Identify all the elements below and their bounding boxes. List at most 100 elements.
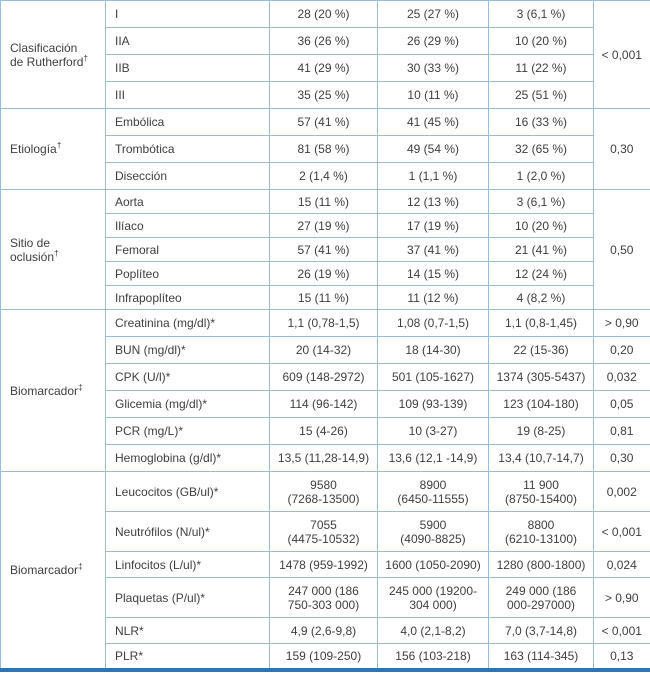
row-label-cell: IIA: [105, 27, 270, 55]
group-label-text: Etiología: [10, 142, 57, 156]
value-cell: 1,08 (0,7-1,5): [377, 309, 489, 337]
table-row: III 35 (25 %) 10 (11 %) 25 (51 %): [1, 81, 650, 109]
row-label-cell: Disección: [105, 162, 270, 190]
footnote-marker: ‡: [78, 560, 83, 571]
value-cell: 57 (41 %): [269, 108, 378, 136]
table-row: Sitio de oclusión† Aorta 15 (11 %) 12 (13 %…: [0, 189, 650, 310]
group-label-text: Biomarcador: [10, 562, 79, 577]
table-row: Biomarcador‡ Creatinina (mg/dl)* 1,1 (0,78…: [0, 309, 650, 472]
value-cell: 41 (45 %): [377, 108, 489, 136]
value-cell: 156 (103-218): [377, 643, 489, 670]
table-row: Etiología† Embólica 57 (41 %) 41 (45 %) 16 (…: [0, 108, 650, 190]
table-row: Linfocitos (L/ul)* 1478 (959-1992) 1600 (1…: [1, 551, 650, 578]
value-cell: 8900 (6450-11555): [377, 471, 489, 512]
table-row: Trombótica 81 (58 %) 49 (54 %) 32 (65 %): [1, 135, 650, 163]
value-cell: 114 (96-142): [269, 390, 378, 418]
value-cell: 123 (104-180): [488, 390, 594, 418]
table-row: PCR (mg/L)* 15 (4-26) 10 (3-27) 19 (8-25) 0,…: [1, 417, 650, 445]
footnote-marker: ‡: [78, 381, 83, 392]
value-cell: 57 (41 %): [269, 237, 378, 262]
value-cell: 9580 (7268-13500): [269, 471, 378, 512]
row-label-cell: Linfocitos (L/ul)*: [105, 551, 270, 578]
row-label-cell: I: [105, 0, 270, 28]
row-label-cell: Ilíaco: [105, 213, 270, 238]
table-row: CPK (U/l)* 609 (148-2972) 501 (105-1627) 13…: [1, 363, 650, 391]
value-cell: 2 (1,4 %): [269, 162, 378, 190]
table-row: IIA 36 (26 %) 26 (29 %) 10 (20 %): [1, 27, 650, 55]
value-cell: 4,9 (2,6-9,8): [269, 617, 378, 644]
value-cell: 15 (11 %): [269, 285, 378, 310]
value-cell: 41 (29 %): [269, 54, 378, 82]
row-label-cell: Infrapoplíteo: [105, 285, 270, 310]
value-cell: 163 (114-345): [488, 643, 594, 670]
value-cell: 21 (41 %): [488, 237, 594, 262]
row-label-cell: NLR*: [105, 617, 270, 644]
p-value-cell: 0,30: [593, 444, 650, 472]
value-cell: 13,4 (10,7-14,7): [488, 444, 594, 472]
value-cell: 26 (29 %): [377, 27, 489, 55]
value-cell: 17 (19 %): [377, 213, 489, 238]
value-cell: 159 (109-250): [269, 643, 378, 670]
group-label-text: Biomarcador: [10, 383, 79, 398]
value-cell: 1 (2,0 %): [488, 162, 594, 190]
row-label-cell: III: [105, 81, 270, 109]
p-value-cell: 0,13: [593, 643, 650, 670]
value-cell: 247 000 (186 750-303 000): [269, 577, 378, 618]
value-cell: 1478 (959-1992): [269, 551, 378, 578]
row-label-cell: Glicemia (mg/dl)*: [105, 390, 270, 418]
value-cell: 1600 (1050-2090): [377, 551, 489, 578]
value-cell: 12 (13 %): [377, 189, 489, 214]
table-row: Biomarcador‡ Leucocitos (GB/ul)* 9580 (726…: [0, 471, 650, 670]
p-value-cell: < 0,001: [593, 617, 650, 644]
value-cell: 11 (12 %): [377, 285, 489, 310]
p-value-cell: 0,05: [593, 390, 650, 418]
value-cell: 10 (3-27): [377, 417, 489, 445]
value-cell: 1,1 (0,8-1,45): [488, 309, 594, 337]
table-row: Clasificación de Rutherford† I 28 (20 %) 25…: [0, 0, 650, 109]
value-cell: 109 (93-139): [377, 390, 489, 418]
value-cell: 36 (26 %): [269, 27, 378, 55]
p-value-cell: < 0,001: [593, 511, 650, 552]
p-value-cell: 0,81: [593, 417, 650, 445]
value-cell: 5900 (4090-8825): [377, 511, 489, 552]
row-label-cell: Embólica: [105, 108, 270, 136]
value-cell: 32 (65 %): [488, 135, 594, 163]
footnote-marker: †: [83, 52, 89, 63]
p-value-cell: 0,50: [593, 189, 650, 310]
table-row: Infrapoplíteo 15 (11 %) 11 (12 %) 4 (8,2 %): [1, 285, 650, 310]
value-cell: 245 000 (19200- 304 000): [377, 577, 489, 618]
row-label-cell: Femoral: [105, 237, 270, 262]
row-label-cell: Plaquetas (P/ul)*: [105, 577, 270, 618]
group-label-cell: Biomarcador‡: [0, 471, 106, 670]
value-cell: 81 (58 %): [269, 135, 378, 163]
table-row: BUN (mg/dl)* 20 (14-32) 18 (14-30) 22 (15-3…: [1, 336, 650, 364]
group-label-cell: Clasificación de Rutherford†: [0, 0, 106, 109]
table-row: NLR* 4,9 (2,6-9,8) 4,0 (2,1-8,2) 7,0 (3,7-1…: [1, 617, 650, 644]
row-label-cell: Creatinina (mg/dl)*: [105, 309, 270, 337]
p-value-cell: 0,002: [593, 471, 650, 512]
row-label-cell: CPK (U/l)*: [105, 363, 270, 391]
table-row: Ilíaco 27 (19 %) 17 (19 %) 10 (20 %): [1, 213, 650, 238]
value-cell: 19 (8-25): [488, 417, 594, 445]
p-value-cell: < 0,001: [593, 0, 650, 109]
table-row: Glicemia (mg/dl)* 114 (96-142) 109 (93-139…: [1, 390, 650, 418]
group-label-text: Clasificación de Rutherford: [10, 40, 84, 69]
p-value-cell: 0,024: [593, 551, 650, 578]
value-cell: 18 (14-30): [377, 336, 489, 364]
row-label-cell: Trombótica: [105, 135, 270, 163]
value-cell: 26 (19 %): [269, 261, 378, 286]
row-label-cell: Hemoglobina (g/dl)*: [105, 444, 270, 472]
row-label-cell: BUN (mg/dl)*: [105, 336, 270, 364]
value-cell: 25 (27 %): [377, 0, 489, 28]
group-label-text: Sitio de oclusión: [10, 235, 55, 264]
value-cell: 3 (6,1 %): [488, 189, 594, 214]
value-cell: 3 (6,1 %): [488, 0, 594, 28]
table-row: Disección 2 (1,4 %) 1 (1,1 %) 1 (2,0 %): [1, 162, 650, 190]
p-value-cell: 0,20: [593, 336, 650, 364]
value-cell: 1,1 (0,78-1,5): [269, 309, 378, 337]
value-cell: 27 (19 %): [269, 213, 378, 238]
table-row: Hemoglobina (g/dl)* 13,5 (11,28-14,9) 13,6…: [1, 444, 650, 472]
group-label-cell: Sitio de oclusión†: [0, 189, 106, 310]
value-cell: 16 (33 %): [488, 108, 594, 136]
